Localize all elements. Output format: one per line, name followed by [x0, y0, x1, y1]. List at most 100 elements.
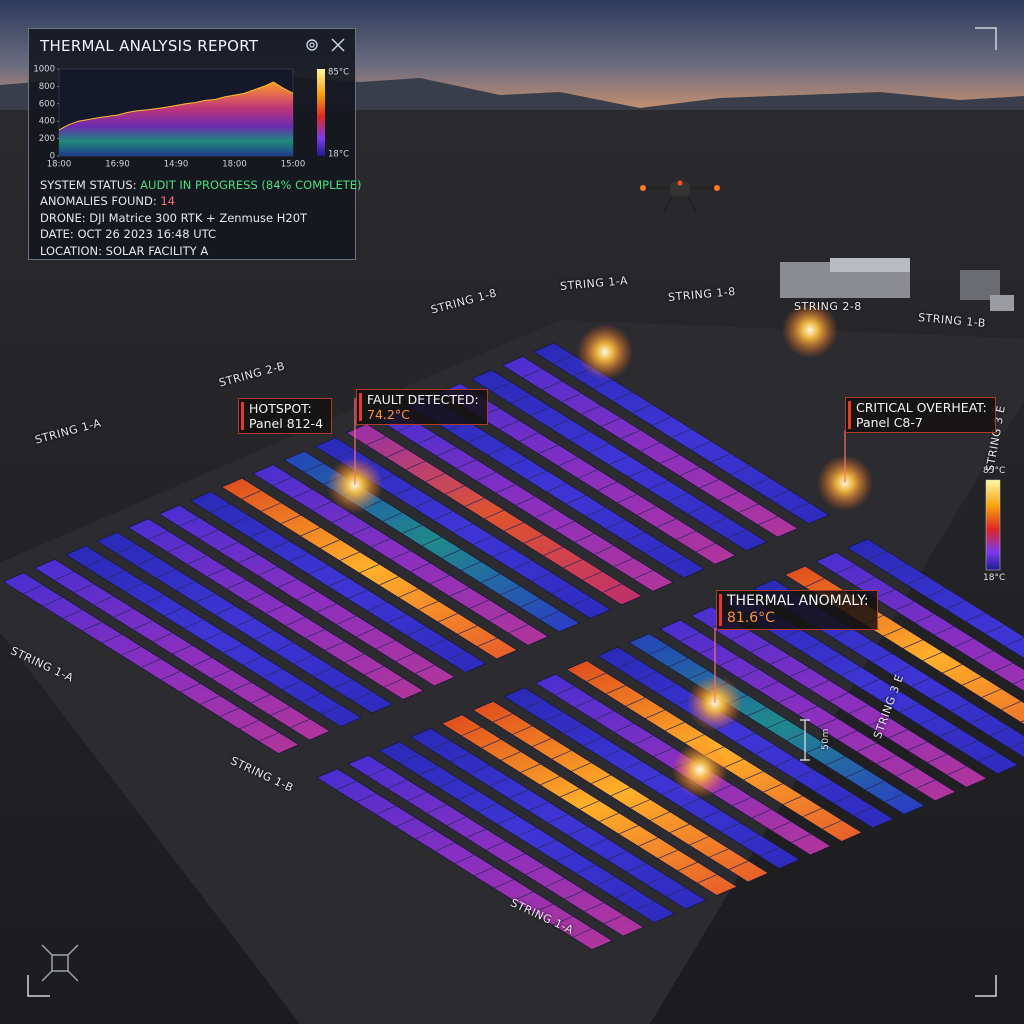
- panel-divider: [925, 587, 947, 598]
- frame: [27, 27, 997, 997]
- panel-divider: [343, 653, 366, 663]
- panel-divider: [140, 658, 162, 668]
- panel-divider: [737, 503, 760, 513]
- panel-divider: [398, 753, 420, 764]
- panel-divider: [465, 828, 487, 839]
- panel-divider: [440, 549, 463, 559]
- panel-divider: [769, 490, 791, 500]
- panel-divider: [519, 763, 542, 773]
- panel-divider: [307, 565, 330, 575]
- panel-divider: [532, 903, 554, 913]
- panel-divider: [631, 404, 653, 414]
- expand-icon[interactable]: [41, 944, 79, 982]
- callout-detail: 74.2°C: [367, 407, 410, 422]
- panel-divider: [436, 447, 458, 457]
- panel-divider: [457, 790, 479, 800]
- panel-divider: [757, 515, 779, 526]
- panel-divider: [759, 847, 781, 857]
- panel-divider: [210, 669, 233, 679]
- panel-divider: [386, 614, 408, 624]
- panel-divider: [334, 449, 356, 459]
- panel-divider: [281, 680, 303, 690]
- y-tick-label: 400: [39, 117, 55, 127]
- callout-detail: Panel 812-4: [249, 416, 324, 431]
- panel-divider: [498, 420, 520, 430]
- panel-divider: [81, 621, 103, 631]
- panel-divider: [695, 542, 717, 553]
- panel-divider: [250, 694, 272, 704]
- panel-divider: [358, 563, 380, 574]
- panel-divider: [265, 604, 287, 614]
- panel-divider: [175, 581, 197, 591]
- panel-divider: [320, 705, 342, 715]
- panel-divider: [933, 625, 955, 636]
- panel-divider: [618, 825, 640, 835]
- panel-divider: [731, 796, 753, 807]
- panel-divider: [206, 567, 228, 577]
- panel-divider: [104, 570, 126, 580]
- panel-divider: [894, 601, 916, 611]
- panel-divider: [770, 821, 792, 831]
- x-tick-label: 14:90: [164, 160, 189, 170]
- panel-divider: [547, 813, 569, 824]
- info-line: DATE: OCT 26 2023 16:48 UTC: [40, 227, 217, 242]
- panel-divider: [749, 477, 771, 488]
- panel-divider: [977, 752, 999, 762]
- panel-divider: [198, 529, 220, 539]
- y-tick-label: 1000: [33, 65, 55, 75]
- panel-divider: [984, 624, 1006, 635]
- panel-divider: [163, 606, 185, 617]
- hotspot-glow: [672, 742, 728, 798]
- panel-title: THERMAL ANALYSIS REPORT: [40, 37, 259, 55]
- panel-divider: [550, 584, 572, 595]
- panel-divider: [634, 901, 656, 911]
- panel-divider: [455, 459, 478, 469]
- panel-divider: [536, 839, 558, 850]
- panel-divider: [603, 914, 625, 925]
- anomalies-line: ANOMALIES FOUND: 14: [40, 193, 362, 209]
- panel-divider: [414, 829, 436, 840]
- panel-divider: [866, 550, 888, 561]
- panel-divider: [316, 603, 338, 613]
- panel-divider: [171, 645, 193, 655]
- close-button[interactable]: [329, 36, 347, 54]
- panel-divider: [614, 888, 636, 899]
- panel-divider: [789, 667, 811, 678]
- panel-divider: [1000, 700, 1022, 711]
- panel-divider: [132, 620, 154, 630]
- panel-divider: [586, 838, 609, 848]
- panel-divider: [202, 631, 224, 641]
- panel-divider: [946, 765, 968, 776]
- panel-divider: [663, 556, 686, 566]
- panel-divider: [485, 841, 507, 851]
- panel-divider: [519, 598, 541, 608]
- panel-divider: [769, 655, 791, 665]
- panel-divider: [381, 512, 404, 522]
- panel-divider: [844, 768, 866, 778]
- panel-divider: [953, 638, 975, 648]
- panel-divider: [644, 544, 666, 554]
- panel-divider: [521, 368, 543, 378]
- panel-divider: [183, 619, 205, 629]
- panel-divider: [539, 610, 561, 620]
- panel-divider: [143, 594, 166, 604]
- panel-divider: [454, 854, 476, 864]
- panel-divider: [507, 624, 530, 634]
- panel-divider: [463, 497, 486, 507]
- panel-divider: [957, 740, 980, 750]
- panel-divider: [327, 577, 349, 587]
- panel-divider: [690, 440, 712, 451]
- panel-divider: [824, 756, 847, 766]
- panel-divider: [1012, 675, 1024, 685]
- panel-divider: [859, 678, 881, 689]
- panel-divider: [930, 689, 952, 700]
- panel-divider: [667, 657, 689, 668]
- panel-divider: [972, 650, 995, 660]
- panel-divider: [524, 865, 546, 875]
- settings-button[interactable]: [303, 36, 321, 54]
- panel-divider: [432, 511, 454, 521]
- panel-divider: [641, 773, 663, 783]
- callout-title: THERMAL ANOMALY:: [727, 593, 869, 609]
- panel-divider: [708, 848, 730, 858]
- area: [59, 82, 293, 156]
